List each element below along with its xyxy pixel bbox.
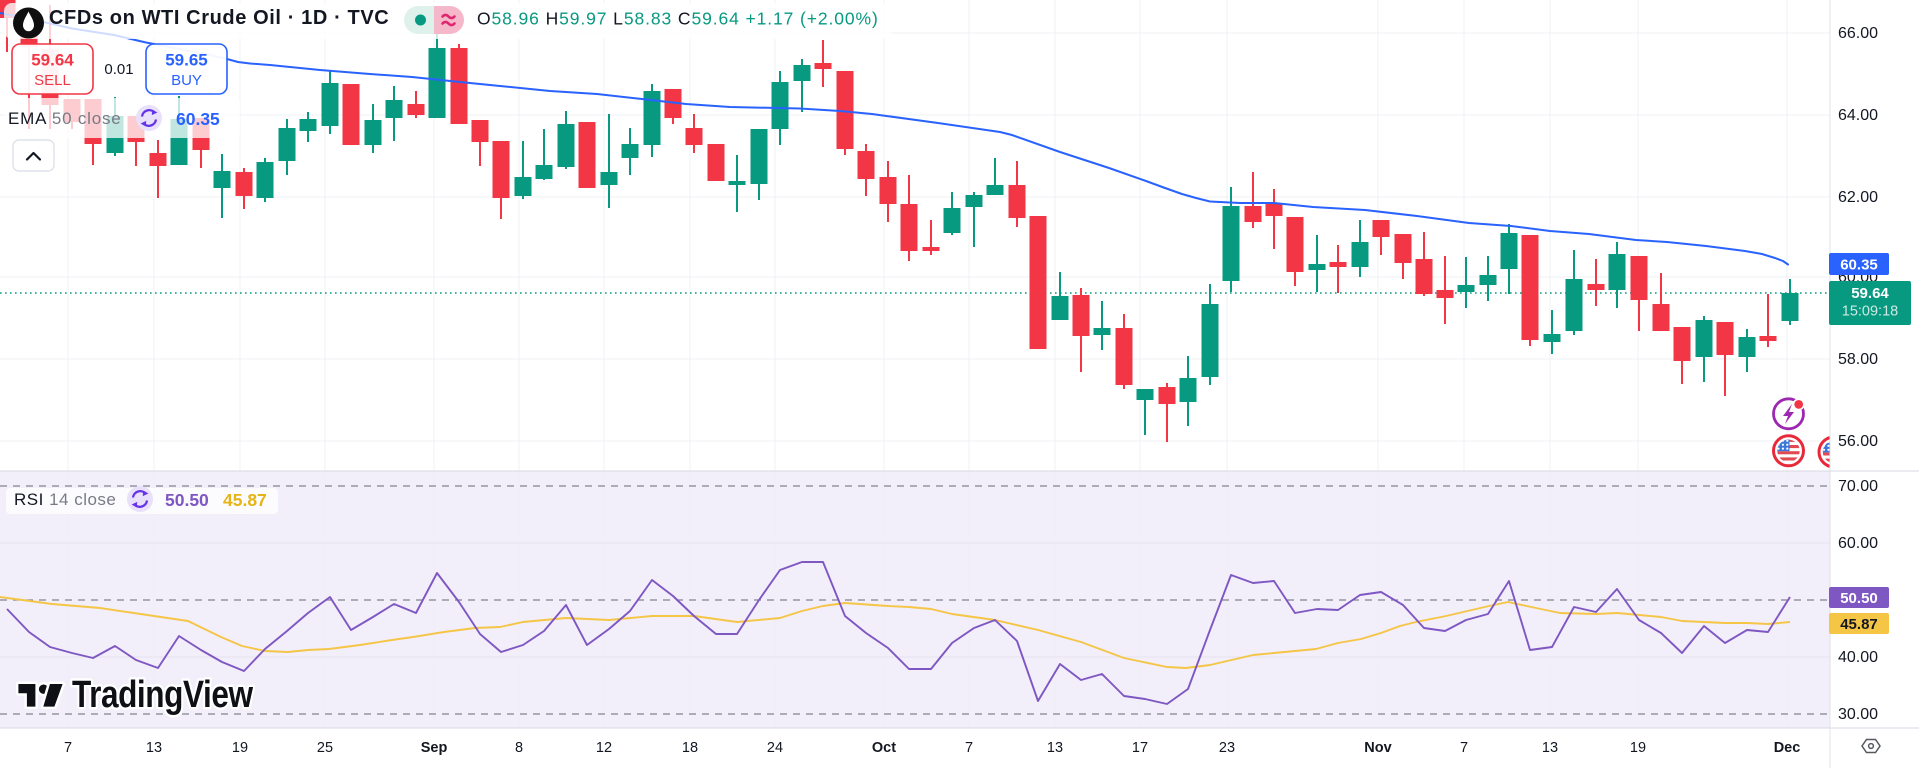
svg-text:CFDs on WTI Crude Oil · 1D · T: CFDs on WTI Crude Oil · 1D · TVC (49, 7, 389, 29)
svg-text:15:09:18: 15:09:18 (1842, 304, 1898, 320)
svg-text:SELL: SELL (34, 72, 71, 89)
svg-text:62.00: 62.00 (1838, 189, 1878, 206)
svg-text:13: 13 (146, 740, 162, 756)
svg-text:58.00: 58.00 (1838, 351, 1878, 368)
svg-text:19: 19 (1630, 740, 1646, 756)
svg-text:Dec: Dec (1774, 740, 1801, 756)
svg-text:23: 23 (1219, 740, 1235, 756)
svg-text:45.87: 45.87 (1840, 616, 1878, 633)
svg-text:BUY: BUY (171, 72, 202, 89)
svg-text:59.64: 59.64 (1851, 285, 1889, 302)
svg-text:EMA 50 close: EMA 50 close (8, 109, 122, 128)
svg-text:O58.96 H59.97 L58.83 C59.64 +1: O58.96 H59.97 L58.83 C59.64 +1.17 (+2.00… (477, 9, 879, 29)
svg-text:7: 7 (965, 740, 973, 756)
svg-text:0.01: 0.01 (104, 61, 133, 78)
svg-text:60.35: 60.35 (176, 109, 220, 129)
svg-text:7: 7 (1460, 740, 1468, 756)
svg-text:59.65: 59.65 (165, 51, 208, 70)
svg-text:Nov: Nov (1364, 740, 1391, 756)
svg-text:64.00: 64.00 (1838, 107, 1878, 124)
svg-text:45.87: 45.87 (223, 490, 267, 510)
svg-text:50.50: 50.50 (165, 490, 209, 510)
svg-text:70.00: 70.00 (1838, 478, 1878, 495)
svg-text:30.00: 30.00 (1838, 706, 1878, 723)
svg-text:24: 24 (767, 740, 783, 756)
svg-text:60.00: 60.00 (1838, 535, 1878, 552)
svg-text:40.00: 40.00 (1838, 649, 1878, 666)
svg-text:13: 13 (1047, 740, 1063, 756)
svg-text:8: 8 (515, 740, 523, 756)
svg-text:50.50: 50.50 (1840, 590, 1878, 607)
svg-text:25: 25 (317, 740, 333, 756)
svg-text:66.00: 66.00 (1838, 25, 1878, 42)
svg-text:12: 12 (596, 740, 612, 756)
svg-text:Sep: Sep (421, 740, 448, 756)
svg-text:7: 7 (64, 740, 72, 756)
svg-text:13: 13 (1542, 740, 1558, 756)
svg-text:RSI 14 close: RSI 14 close (14, 490, 116, 509)
svg-text:56.00: 56.00 (1838, 433, 1878, 450)
svg-text:59.64: 59.64 (31, 51, 74, 70)
svg-text:18: 18 (682, 740, 698, 756)
svg-text:TradingView: TradingView (72, 673, 254, 715)
svg-text:17: 17 (1132, 740, 1148, 756)
svg-text:Oct: Oct (872, 740, 896, 756)
svg-text:60.35: 60.35 (1840, 257, 1878, 274)
svg-text:19: 19 (232, 740, 248, 756)
